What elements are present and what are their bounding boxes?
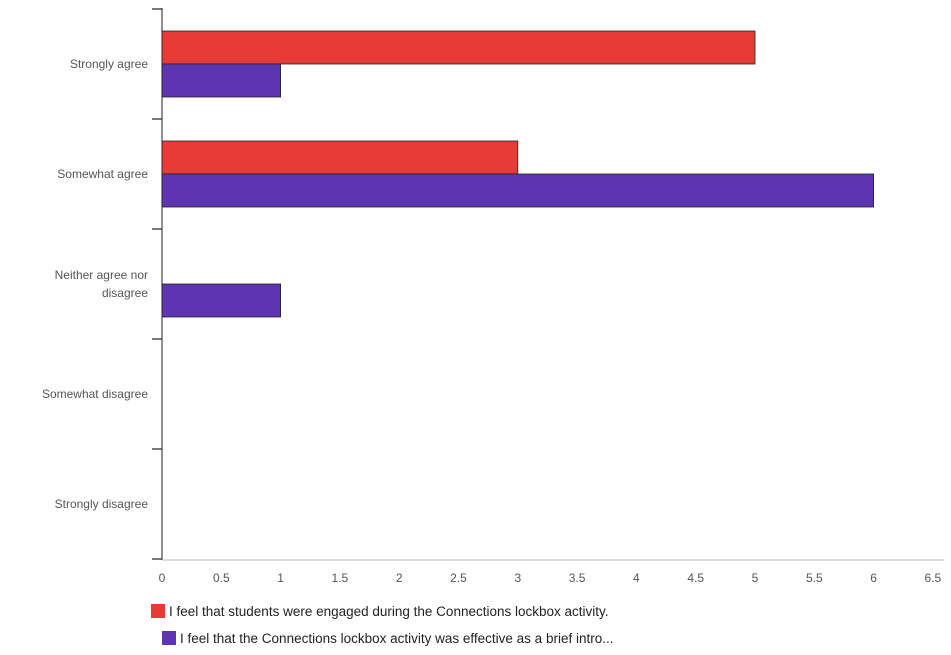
x-tick-label: 6 (870, 571, 877, 585)
x-tick-label: 3 (514, 571, 521, 585)
x-tick-label: 4 (633, 571, 640, 585)
x-tick-labels: 0 0.5 1 1.5 2 2.5 3 3.5 4 4.5 5 5.5 6 6.5 (159, 571, 942, 585)
category-label: Strongly disagree (55, 497, 149, 511)
x-tick-label: 3.5 (569, 571, 586, 585)
bar-series-2-strongly-agree (161, 63, 281, 98)
x-tick-label: 1 (277, 571, 284, 585)
legend-label: I feel that the Connections lockbox acti… (180, 631, 613, 646)
bars (161, 30, 874, 318)
category-label: Somewhat disagree (42, 387, 148, 401)
bar-series-2-neither-agree-nor-disagree (161, 283, 281, 318)
legend-label: I feel that students were engaged during… (169, 604, 609, 619)
x-tick-label: 5.5 (806, 571, 823, 585)
legend-swatch (151, 604, 165, 618)
category-labels: Strongly agree Somewhat agree Neither agre… (42, 57, 148, 511)
x-tick-label: 4.5 (687, 571, 704, 585)
legend: I feel that students were engaged during… (151, 604, 613, 646)
bar-series-2-somewhat-agree (161, 173, 874, 208)
category-label: Strongly agree (70, 57, 148, 71)
legend-swatch (162, 631, 176, 645)
bar-series-1-strongly-agree (161, 30, 756, 65)
x-tick-label: 0 (159, 571, 166, 585)
x-tick-label: 1.5 (332, 571, 349, 585)
x-tick-label: 5 (752, 571, 759, 585)
category-label: Neither agree nor disagree (55, 268, 149, 300)
x-tick-label: 0.5 (213, 571, 230, 585)
x-tick-label: 2.5 (450, 571, 467, 585)
x-tick-label: 6.5 (925, 571, 942, 585)
x-tick-label: 2 (396, 571, 403, 585)
category-label: Somewhat agree (57, 167, 148, 181)
bar-series-1-somewhat-agree (161, 140, 519, 175)
